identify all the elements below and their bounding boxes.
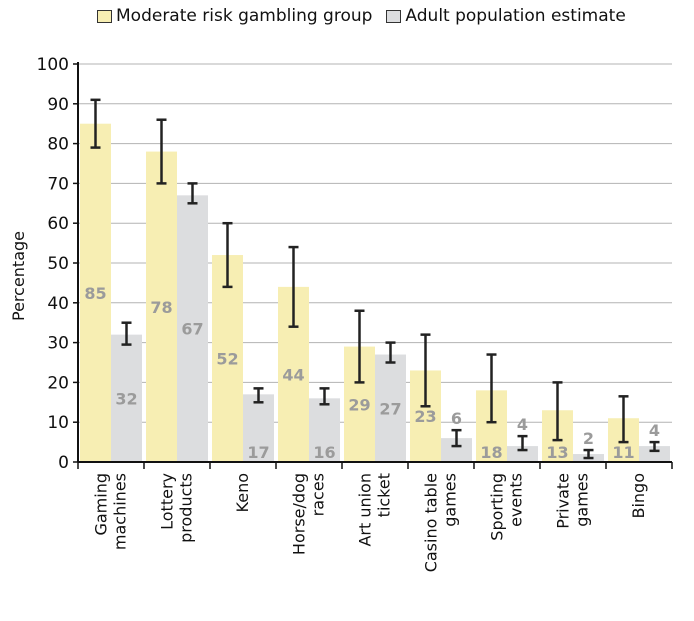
bars: [80, 123, 670, 462]
data-label: 2: [583, 429, 594, 448]
legend-label-adult-population: Adult population estimate: [405, 6, 626, 26]
data-label: 6: [451, 409, 462, 428]
x-tick-label: events: [507, 473, 526, 527]
x-tick-label: races: [309, 473, 328, 516]
legend-swatch-adult-population: [386, 9, 402, 23]
data-label: 13: [546, 443, 568, 462]
bar: [507, 446, 538, 462]
bar: [309, 398, 340, 462]
x-tick-label: Lottery: [158, 473, 177, 530]
x-tick-label: games: [573, 473, 592, 527]
legend-swatch-moderate-risk: [97, 9, 112, 23]
x-tick-label: Gaming: [92, 473, 111, 536]
data-label: 4: [649, 421, 660, 440]
data-label: 32: [115, 389, 137, 408]
y-tick-labels: 0 10 20 30 40 50 60 70 80 90 100: [37, 55, 69, 473]
x-tick-label: games: [441, 473, 460, 527]
data-label: 67: [181, 320, 203, 339]
legend-item-moderate-risk: Moderate risk gambling group: [97, 6, 372, 26]
y-tick-label: 60: [47, 214, 69, 234]
y-tick-label: 20: [47, 373, 69, 393]
x-tick-label: ticket: [375, 473, 394, 517]
data-label: 16: [313, 443, 335, 462]
data-label: 29: [348, 395, 370, 414]
data-label: 23: [414, 407, 436, 426]
bar: [375, 354, 406, 462]
legend-item-adult-population: Adult population estimate: [386, 6, 626, 26]
bar: [111, 334, 142, 462]
y-tick-label: 0: [58, 453, 69, 473]
x-tick-label: Bingo: [629, 473, 648, 519]
x-tick-label: Casino table: [422, 473, 441, 572]
x-tick-label: Private: [554, 473, 573, 529]
data-label: 27: [379, 399, 401, 418]
data-label: 11: [612, 443, 634, 462]
y-tick-label: 50: [47, 254, 69, 274]
y-tick-label: 70: [47, 174, 69, 194]
x-tick-label: Keno: [233, 473, 252, 512]
y-tick-label: 40: [47, 294, 69, 314]
data-label: 52: [216, 350, 238, 369]
bar: [80, 123, 111, 462]
data-label: 85: [84, 284, 106, 303]
x-tick-label: Art union: [356, 473, 375, 547]
bar: [146, 151, 177, 462]
legend-label-moderate-risk: Moderate risk gambling group: [116, 6, 373, 26]
data-labels: 85 32 78 67 52 17 44 16 29 27 23 6 18 4 13 2 11 4: [84, 284, 660, 462]
y-tick-label: 90: [47, 95, 69, 115]
x-tick-label: Horse/dog: [290, 473, 309, 555]
data-label: 18: [480, 443, 502, 462]
y-tick-label: 10: [47, 413, 69, 433]
y-tick-label: 30: [47, 334, 69, 354]
x-tick-labels: Gaming machines Lottery products Keno Horse/d…: [92, 473, 649, 572]
x-tick-label: Sporting: [488, 473, 507, 541]
legend: Moderate risk gambling group Adult popul…: [97, 6, 640, 26]
y-tick-label: 100: [37, 55, 69, 75]
bar: [212, 255, 243, 462]
error-bars: [90, 98, 660, 460]
axes: [73, 62, 673, 469]
y-axis-label: Percentage: [9, 231, 28, 321]
data-label: 4: [517, 415, 528, 434]
data-label: 78: [150, 298, 172, 317]
bar: [177, 195, 208, 462]
data-label: 17: [247, 443, 269, 462]
bar: [441, 438, 472, 462]
x-tick-label: machines: [111, 473, 130, 550]
y-tick-label: 80: [47, 135, 69, 155]
data-label: 44: [282, 365, 304, 384]
bar: [243, 394, 274, 462]
x-tick-label: products: [177, 473, 196, 543]
bar: [639, 446, 670, 462]
